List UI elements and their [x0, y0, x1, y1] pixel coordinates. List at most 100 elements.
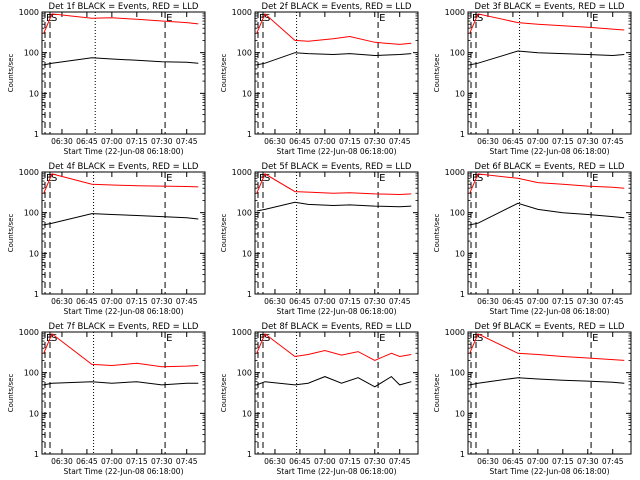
marker-label: S	[477, 13, 483, 24]
x-tick-label: 07:30	[577, 297, 599, 306]
series-line-events	[43, 57, 199, 66]
x-tick-label: 07:00	[314, 457, 336, 466]
plot-frame	[467, 331, 632, 455]
y-tick-label: 10	[29, 249, 39, 258]
y-tick-label: 10	[242, 89, 252, 98]
y-axis-label: Counts/sec	[220, 214, 228, 253]
x-tick-label: 06:45	[76, 457, 98, 466]
x-tick-label: 07:30	[364, 297, 386, 306]
plot-frame	[254, 11, 419, 135]
marker-label: E	[259, 13, 265, 24]
x-tick-label: 07:30	[577, 457, 599, 466]
x-tick-label: 07:15	[126, 457, 148, 466]
marker-label: E	[592, 173, 598, 184]
y-tick-label: 100	[450, 369, 465, 378]
x-tick-label: 06:30	[264, 297, 286, 306]
chart-title: Det 8f BLACK = Events, RED = LLD	[262, 322, 412, 332]
marker-label: S	[51, 13, 57, 24]
x-axis-label: Start Time (22-Jun-08 06:18:00)	[490, 307, 610, 316]
y-tick-label: 1000	[445, 8, 465, 17]
x-axis-label: Start Time (22-Jun-08 06:18:00)	[277, 147, 397, 156]
x-tick-label: 06:30	[51, 457, 73, 466]
marker-label: S	[264, 13, 270, 24]
marker-label: E	[166, 173, 172, 184]
series-line-lld	[43, 13, 199, 34]
series-line-events	[256, 201, 412, 212]
x-tick-label: 07:15	[126, 297, 148, 306]
marker-label: E	[472, 173, 478, 184]
series-line-events	[256, 52, 412, 66]
y-tick-label: 1	[247, 130, 252, 139]
x-tick-label: 07:45	[176, 457, 198, 466]
series-line-events	[469, 50, 625, 66]
x-tick-label: 07:15	[339, 137, 361, 146]
x-axis-label: Start Time (22-Jun-08 06:18:00)	[64, 467, 184, 476]
chart-title: Det 7f BLACK = Events, RED = LLD	[49, 322, 199, 332]
x-tick-label: 07:45	[389, 137, 411, 146]
x-tick-label: 06:45	[289, 297, 311, 306]
x-tick-label: 07:30	[364, 457, 386, 466]
marker-label: E	[472, 333, 478, 344]
y-tick-label: 100	[24, 49, 39, 58]
x-axis-label: Start Time (22-Jun-08 06:18:00)	[277, 467, 397, 476]
y-axis-label: Counts/sec	[7, 54, 15, 93]
y-tick-label: 1000	[19, 8, 39, 17]
y-tick-label: 1	[460, 450, 465, 459]
plot-frame	[467, 171, 632, 295]
y-tick-label: 10	[242, 249, 252, 258]
y-tick-label: 10	[455, 89, 465, 98]
marker-label: E	[46, 13, 52, 24]
x-tick-label: 07:45	[176, 297, 198, 306]
y-axis-label: Counts/sec	[433, 374, 441, 413]
y-tick-label: 100	[237, 209, 252, 218]
plot-frame	[41, 331, 206, 455]
y-tick-label: 1000	[232, 168, 252, 177]
x-tick-label: 07:45	[602, 297, 624, 306]
series-line-events	[43, 381, 199, 386]
x-tick-label: 06:30	[477, 457, 499, 466]
detector-chart-7: Det 7f BLACK = Events, RED = LLD 1 10 100 10…	[7, 322, 206, 476]
marker-label: E	[46, 173, 52, 184]
y-tick-label: 10	[242, 409, 252, 418]
marker-label: E	[259, 333, 265, 344]
x-tick-label: 07:45	[176, 137, 198, 146]
x-tick-label: 07:45	[602, 457, 624, 466]
detector-chart-4: Det 4f BLACK = Events, RED = LLD 1 10 100 10…	[7, 162, 206, 316]
x-axis-label: Start Time (22-Jun-08 06:18:00)	[64, 147, 184, 156]
x-tick-label: 06:45	[502, 297, 524, 306]
x-axis-label: Start Time (22-Jun-08 06:18:00)	[490, 147, 610, 156]
marker-label: S	[51, 173, 57, 184]
y-tick-label: 1	[247, 290, 252, 299]
y-tick-label: 100	[237, 49, 252, 58]
marker-label: S	[477, 333, 483, 344]
series-line-events	[256, 375, 412, 388]
y-tick-label: 100	[450, 49, 465, 58]
y-tick-label: 100	[24, 369, 39, 378]
y-axis-label: Counts/sec	[220, 54, 228, 93]
x-tick-label: 07:15	[339, 297, 361, 306]
marker-label: E	[259, 173, 265, 184]
x-tick-label: 07:15	[126, 137, 148, 146]
plot-frame	[467, 11, 632, 135]
x-tick-label: 07:15	[552, 457, 574, 466]
series-line-events	[469, 377, 625, 386]
y-tick-label: 100	[450, 209, 465, 218]
x-tick-label: 06:45	[502, 457, 524, 466]
plot-frame	[254, 331, 419, 455]
detector-chart-6: Det 6f BLACK = Events, RED = LLD 1 10 100 10…	[433, 162, 632, 316]
marker-label: S	[51, 333, 57, 344]
y-tick-label: 1	[247, 450, 252, 459]
series-line-lld	[43, 333, 199, 368]
marker-label: S	[264, 173, 270, 184]
y-tick-label: 1	[460, 130, 465, 139]
marker-label: E	[379, 173, 385, 184]
marker-label: E	[379, 333, 385, 344]
marker-label: E	[592, 333, 598, 344]
x-tick-label: 06:45	[502, 137, 524, 146]
y-tick-label: 1	[34, 450, 39, 459]
x-tick-label: 06:45	[289, 137, 311, 146]
x-tick-label: 06:45	[76, 137, 98, 146]
series-line-events	[43, 213, 199, 226]
detector-chart-9: Det 9f BLACK = Events, RED = LLD 1 10 100 10…	[433, 322, 632, 476]
y-tick-label: 1000	[232, 8, 252, 17]
